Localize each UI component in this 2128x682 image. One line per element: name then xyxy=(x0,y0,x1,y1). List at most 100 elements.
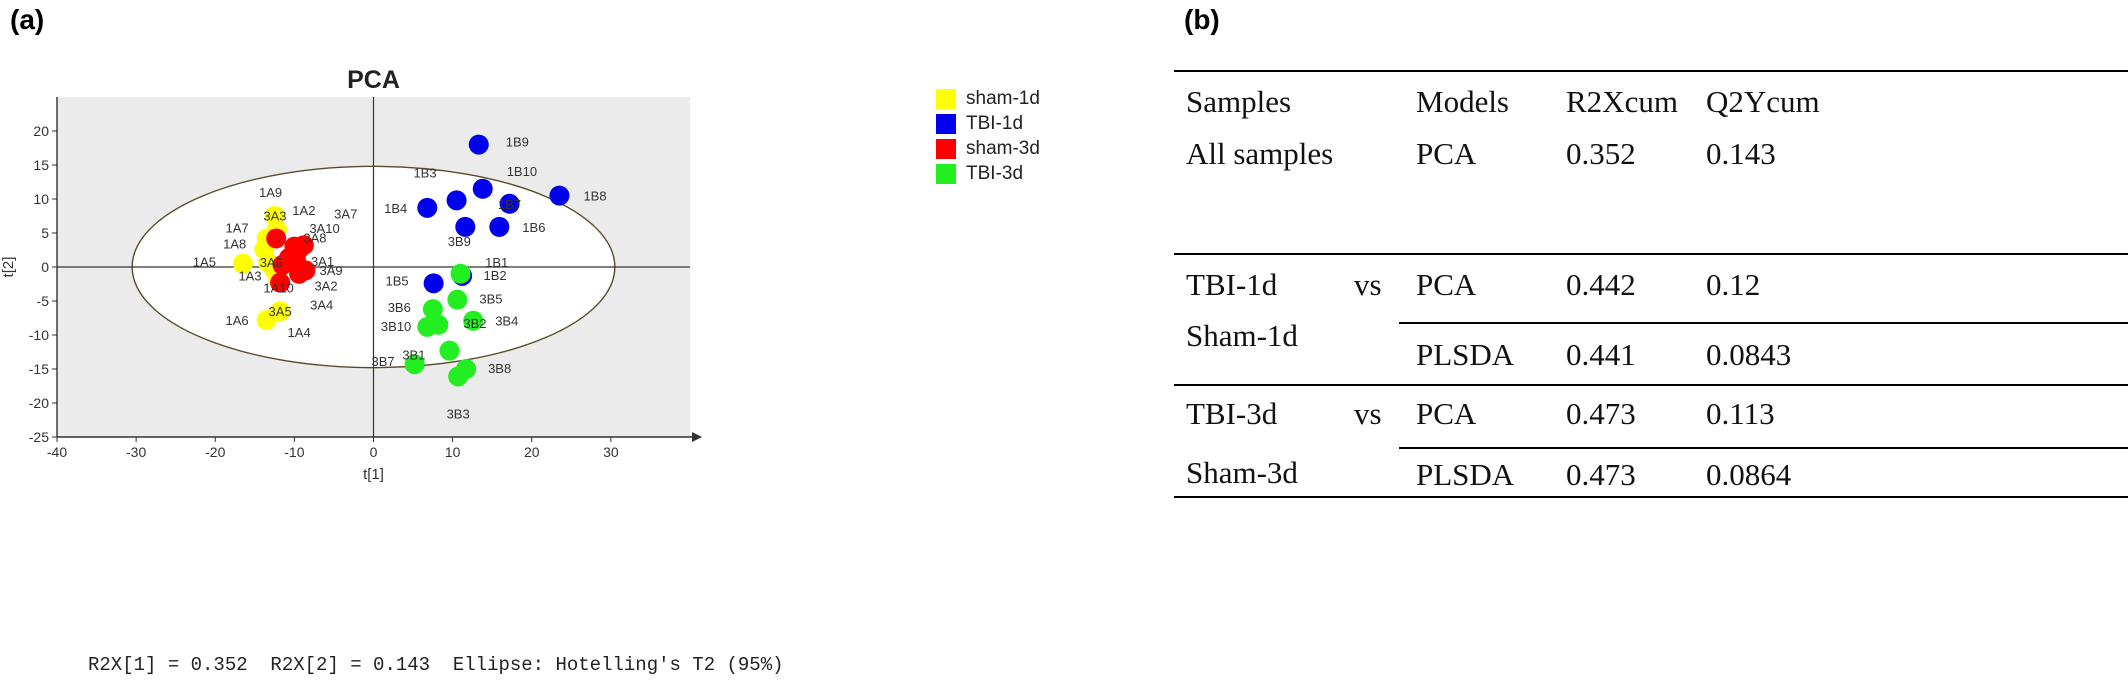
cell-r2x: 0.352 xyxy=(1566,136,1636,171)
point-label: 1A8 xyxy=(223,236,246,251)
y-tick-label: 15 xyxy=(33,157,49,173)
cell-samples: Sham-1d xyxy=(1186,318,1298,353)
y-tick-label: -20 xyxy=(29,395,49,411)
point-label: 3A6 xyxy=(260,255,283,270)
data-point xyxy=(455,216,476,237)
cell-model: PLSDA xyxy=(1416,337,1515,372)
x-tick-label: 10 xyxy=(445,444,461,460)
point-label: 3B3 xyxy=(447,406,470,421)
cell-q2y: 0.0843 xyxy=(1706,337,1792,372)
data-point xyxy=(289,263,310,284)
y-tick-label: -5 xyxy=(37,293,50,309)
legend-label: sham-3d xyxy=(966,137,1040,159)
x-axis-arrow xyxy=(692,432,702,442)
header-q2ycum: Q2Ycum xyxy=(1706,84,1820,119)
table-sub-rule xyxy=(1399,447,2128,449)
legend-label: sham-1d xyxy=(966,87,1040,109)
legend-label: TBI-3d xyxy=(966,162,1024,184)
data-point xyxy=(417,197,438,218)
legend-item-sham-3d: sham-3d xyxy=(936,136,1040,161)
legend-item-sham-1d: sham-1d xyxy=(936,86,1040,111)
data-point xyxy=(450,263,471,284)
point-label: 3B1 xyxy=(402,348,425,363)
point-label: 1B9 xyxy=(506,135,529,150)
data-point xyxy=(448,366,469,387)
point-label: 1A4 xyxy=(288,325,311,340)
point-label: 3B9 xyxy=(448,234,471,249)
x-tick-label: -10 xyxy=(284,444,304,460)
x-tick-label: 20 xyxy=(524,444,540,460)
cell-q2y: 0.113 xyxy=(1706,396,1775,431)
point-label: 1A10 xyxy=(263,281,293,296)
cell-samples: All samples xyxy=(1186,136,1334,171)
pca-scatter-chart: -40 -30 -20 -10 0 10 20 30 -25 -20 -15 -10 -5 0 5 10 15 2… xyxy=(0,66,702,483)
model-table: Samples Models R2Xcum Q2Ycum All samples… xyxy=(1174,0,2128,682)
point-label: 1B6 xyxy=(522,220,545,235)
data-point xyxy=(256,310,277,331)
data-point xyxy=(549,185,570,206)
y-tick-label: 0 xyxy=(41,259,49,275)
header-r2xcum: R2Xcum xyxy=(1566,84,1678,119)
point-label: 3B2 xyxy=(463,316,486,331)
point-label: 1B3 xyxy=(413,165,436,180)
point-label: 1B2 xyxy=(484,268,507,283)
data-point xyxy=(463,310,484,331)
point-label: 3B5 xyxy=(479,292,502,307)
cell-model: PCA xyxy=(1416,136,1477,171)
table-top-rule xyxy=(1174,70,2128,72)
y-tick-label: 5 xyxy=(41,225,49,241)
point-label: 1B1 xyxy=(485,255,508,270)
point-label: 1B8 xyxy=(583,189,606,204)
table-sub-rule xyxy=(1399,322,2128,324)
y-axis-title: t[2] xyxy=(0,257,17,278)
cell-r2x: 0.473 xyxy=(1566,396,1636,431)
point-label: 1A6 xyxy=(226,313,249,328)
point-label: 3B8 xyxy=(488,361,511,376)
cell-r2x: 0.441 xyxy=(1566,337,1636,372)
data-point xyxy=(266,228,287,249)
point-label: 3A8 xyxy=(303,231,326,246)
cell-model: PLSDA xyxy=(1416,457,1515,492)
legend-item-tbi-1d: TBI-1d xyxy=(936,111,1040,136)
point-label: 3B6 xyxy=(388,300,411,315)
point-label: 1A5 xyxy=(193,255,216,270)
point-label: 1A7 xyxy=(226,220,249,235)
legend-swatch-tbi-1d xyxy=(936,113,956,134)
point-label: 3A7 xyxy=(334,206,357,221)
point-label: 3B4 xyxy=(495,314,518,329)
data-point xyxy=(232,253,253,274)
point-label: 1B7 xyxy=(498,197,521,212)
point-label: 3A9 xyxy=(320,263,343,278)
cell-samples: TBI-3d xyxy=(1186,396,1278,431)
x-tick-label: -20 xyxy=(205,444,225,460)
y-tick-label: -10 xyxy=(29,327,49,343)
legend-label: TBI-1d xyxy=(966,112,1024,134)
cell-samples: TBI-1d xyxy=(1186,267,1278,302)
data-point xyxy=(270,272,291,293)
data-point xyxy=(423,273,444,294)
point-label: 1B10 xyxy=(507,164,537,179)
cell-r2x: 0.473 xyxy=(1566,457,1636,492)
data-point xyxy=(472,178,493,199)
cell-model: PCA xyxy=(1416,396,1477,431)
y-tick-label: -15 xyxy=(29,361,49,377)
x-tick-label: 30 xyxy=(603,444,619,460)
point-label: 3A2 xyxy=(314,278,337,293)
point-label: 3A1 xyxy=(311,254,334,269)
cell-r2x: 0.442 xyxy=(1566,267,1636,302)
panel-b-label: (b) xyxy=(1184,4,1220,35)
data-point xyxy=(428,314,449,335)
point-label: 1A2 xyxy=(292,203,315,218)
header-samples: Samples xyxy=(1186,84,1292,119)
cell-q2y: 0.12 xyxy=(1706,267,1761,302)
data-point xyxy=(489,216,510,237)
x-axis-title: t[1] xyxy=(363,466,384,483)
x-tick-label: 0 xyxy=(370,444,378,460)
cell-q2y: 0.143 xyxy=(1706,136,1776,171)
point-label: 3B7 xyxy=(372,354,395,369)
legend-swatch-sham-3d xyxy=(936,138,956,159)
point-label: 3B10 xyxy=(381,319,411,334)
table-row-rule xyxy=(1174,384,2128,386)
point-label: 1A3 xyxy=(238,268,261,283)
y-tick-label: -25 xyxy=(29,429,49,445)
